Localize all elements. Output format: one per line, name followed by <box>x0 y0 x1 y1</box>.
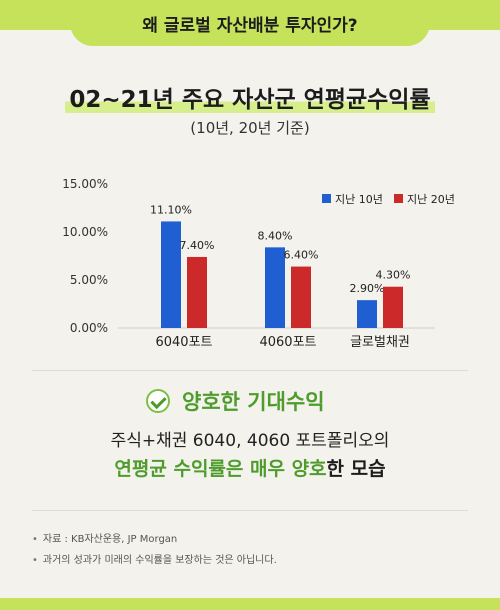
x-tick-label: 4060포트 <box>259 335 316 350</box>
page-title-text: 02~21년 주요 자산군 연평균수익률 <box>65 87 435 113</box>
header-question: 왜 글로벌 자산배분 투자인가? <box>70 0 430 46</box>
bar-data-label: 4.30% <box>376 269 411 282</box>
summary-line-1: 주식+채권 6040, 4060 포트폴리오의 <box>110 431 390 451</box>
page-title: 02~21년 주요 자산군 연평균수익률 <box>0 80 500 114</box>
bar-chart: 0.00% 5.00% 10.00% 15.00% 11.10% 7.40% 6040포트 8… <box>62 177 455 350</box>
legend-swatch <box>322 194 331 203</box>
summary-heading: 양호한 기대수익 <box>182 390 325 414</box>
summary-line-2: 연평균 수익률은 매우 양호한 모습 <box>0 454 500 481</box>
bar-10y <box>265 247 285 328</box>
legend-label: 지난 10년 <box>335 193 383 206</box>
bar-20y <box>187 256 207 328</box>
legend-swatch <box>394 194 403 203</box>
divider-bottom <box>32 510 468 511</box>
summary-line-2-tail: 한 모습 <box>326 458 386 480</box>
bar-10y <box>357 300 377 328</box>
divider-top <box>32 370 468 371</box>
y-tick-label: 5.00% <box>70 273 108 287</box>
bar-data-label: 7.40% <box>180 239 215 252</box>
legend-label: 지난 20년 <box>407 193 455 206</box>
bar-20y <box>383 286 403 328</box>
check-icon <box>146 389 170 413</box>
bar-10y <box>161 221 181 328</box>
x-tick-label: 글로벌채권 <box>350 335 410 350</box>
summary-line-2-highlight: 연평균 수익률은 매우 양호 <box>114 458 327 480</box>
bar-data-label: 11.10% <box>150 203 192 216</box>
bottom-bar <box>0 598 500 610</box>
bar-data-label: 6.40% <box>284 249 319 262</box>
footnote-disclaimer: 과거의 성과가 미래의 수익률을 보장하는 것은 아닙니다. <box>32 551 277 566</box>
footnotes: 자료 : KB자산운용, JP Morgan 과거의 성과가 미래의 수익률을 … <box>32 530 277 572</box>
footnote-source: 자료 : KB자산운용, JP Morgan <box>32 530 277 545</box>
x-tick-label: 6040포트 <box>155 335 212 350</box>
bar-data-label: 2.90% <box>350 282 385 295</box>
bar-20y <box>291 266 311 328</box>
y-tick-label: 10.00% <box>62 225 108 239</box>
y-tick-label: 15.00% <box>62 177 108 191</box>
bar-data-label: 8.40% <box>258 229 293 242</box>
y-tick-label: 0.00% <box>70 321 108 335</box>
page-subtitle: (10년, 20년 기준) <box>190 119 310 137</box>
